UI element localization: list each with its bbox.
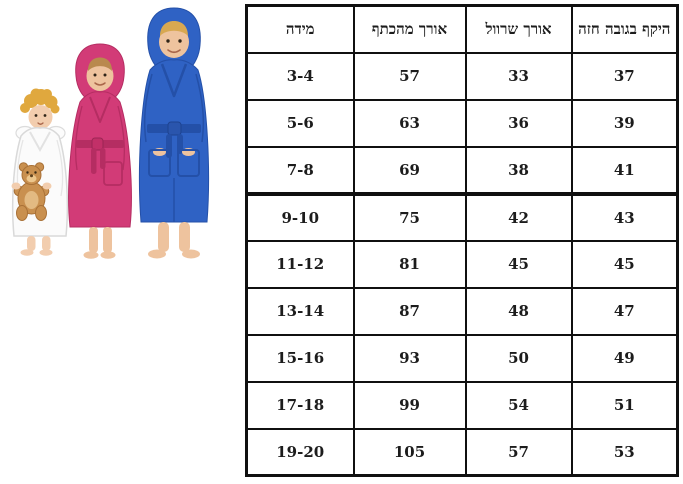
size-chart: מידה אורך מהכתף אורך שרוול היקף בגובה חז…: [245, 4, 679, 477]
size-table: מידה אורך מהכתף אורך שרוול היקף בגובה חז…: [245, 4, 679, 477]
baby-white-robe-figure: [11, 88, 69, 256]
shoulder-length-cell: 99: [352, 380, 467, 430]
sleeve-length-cell: 45: [464, 239, 573, 289]
column-header-shoulder-length: אורך מהכתף: [352, 4, 467, 54]
table-row: 3-4 57 33 37: [245, 51, 679, 101]
shoulder-length-cell: 105: [352, 427, 467, 477]
column-header-chest-circumference: היקף בגובה חזה: [570, 4, 679, 54]
sleeve-length-cell: 36: [464, 98, 573, 148]
table-row: 15-16 93 50 49: [245, 333, 679, 383]
sleeve-length-cell: 57: [464, 427, 573, 477]
size-cell: 17-18: [245, 380, 355, 430]
size-cell: 13-14: [245, 286, 355, 336]
sleeve-length-cell: 33: [464, 51, 573, 101]
shoulder-length-cell: 75: [352, 192, 467, 242]
shoulder-length-cell: 69: [352, 145, 467, 196]
table-row: 9-10 75 42 43: [245, 192, 679, 242]
table-row: 19-20 105 57 53: [245, 427, 679, 477]
size-cell: 3-4: [245, 51, 355, 101]
table-row: 17-18 99 54 51: [245, 380, 679, 430]
sleeve-length-cell: 50: [464, 333, 573, 383]
children-bathrobes-photo: [0, 0, 245, 480]
shoulder-length-cell: 93: [352, 333, 467, 383]
size-cell: 11-12: [245, 239, 355, 289]
sleeve-length-cell: 48: [464, 286, 573, 336]
girl-pink-robe-figure: [68, 43, 132, 259]
size-cell: 5-6: [245, 98, 355, 148]
header-row: מידה אורך מהכתף אורך שרוול היקף בגובה חז…: [245, 4, 679, 54]
table-row: 11-12 81 45 45: [245, 239, 679, 289]
teddy-bear-icon: [13, 162, 50, 221]
shoulder-length-cell: 87: [352, 286, 467, 336]
column-header-sleeve-length: אורך שרוול: [464, 4, 573, 54]
shoulder-length-cell: 63: [352, 98, 467, 148]
baby-hair: [20, 88, 60, 114]
chest-circumference-cell: 51: [570, 380, 679, 430]
sleeve-length-cell: 54: [464, 380, 573, 430]
chest-circumference-cell: 37: [570, 51, 679, 101]
sleeve-length-cell: 38: [464, 145, 573, 196]
boy-blue-robe-figure: [138, 7, 210, 259]
table-row: 7-8 69 38 41: [245, 145, 679, 196]
chest-circumference-cell: 41: [570, 145, 679, 196]
size-cell: 15-16: [245, 333, 355, 383]
chest-circumference-cell: 43: [570, 192, 679, 242]
shoulder-length-cell: 81: [352, 239, 467, 289]
shoulder-length-cell: 57: [352, 51, 467, 101]
size-cell: 19-20: [245, 427, 355, 477]
chest-circumference-cell: 53: [570, 427, 679, 477]
chest-circumference-cell: 45: [570, 239, 679, 289]
table-row: 13-14 87 48 47: [245, 286, 679, 336]
size-cell: 9-10: [245, 192, 355, 242]
size-cell: 7-8: [245, 145, 355, 196]
table-row: 5-6 63 36 39: [245, 98, 679, 148]
blue-robe: [138, 59, 210, 223]
chest-circumference-cell: 49: [570, 333, 679, 383]
chest-circumference-cell: 39: [570, 98, 679, 148]
chest-circumference-cell: 47: [570, 286, 679, 336]
sleeve-length-cell: 42: [464, 192, 573, 242]
column-header-size: מידה: [245, 4, 355, 54]
